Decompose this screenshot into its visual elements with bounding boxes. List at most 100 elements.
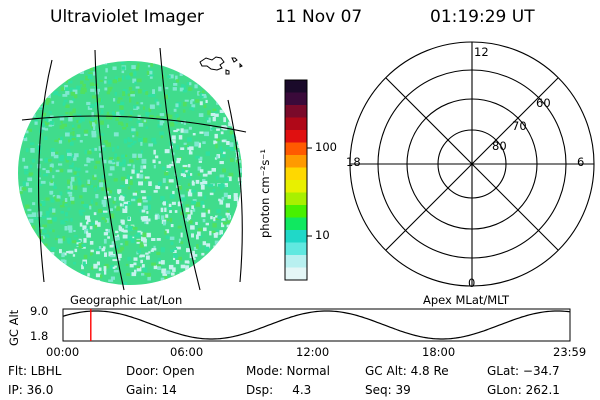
speckle-dot [71, 162, 74, 165]
speckle-dot [201, 95, 207, 99]
speckle-dot [186, 188, 191, 191]
speckle-dot [95, 202, 98, 206]
speckle-dot [170, 249, 175, 253]
speckle-dot [38, 82, 43, 87]
speckle-dot [188, 82, 192, 86]
speckle-dot [64, 203, 68, 206]
speckle-dot [104, 263, 109, 269]
speckle-dot [203, 227, 207, 232]
speckle-dot [24, 204, 30, 209]
speckle-dot [236, 281, 240, 284]
speckle-dot [142, 200, 148, 203]
speckle-dot [127, 138, 133, 142]
colorbar-frame [284, 79, 308, 281]
geo-lon-line-1 [38, 59, 53, 283]
speckle-dot [123, 234, 127, 238]
speckle-dot [38, 284, 43, 285]
speckle-dot [193, 70, 196, 73]
speckle-dot [87, 219, 91, 222]
speckle-dot [57, 61, 62, 66]
speckle-dot [50, 247, 56, 251]
speckle-dot [166, 164, 171, 169]
speckle-dot [106, 91, 111, 95]
speckle-dot [27, 177, 33, 182]
speckle-dot [229, 243, 233, 248]
speckle-dot [149, 104, 155, 109]
speckle-dot [42, 216, 46, 219]
speckle-dot [24, 102, 29, 108]
speckle-dot [104, 219, 108, 223]
speckle-dot [137, 63, 140, 68]
speckle-dot [108, 160, 113, 164]
speckle-dot [20, 98, 25, 103]
speckle-dot [103, 284, 108, 285]
speckle-dot [73, 261, 77, 265]
speckle-dot [122, 75, 124, 80]
speckle-dot [55, 67, 61, 73]
speckle-dot [175, 106, 180, 109]
speckle-dot [153, 165, 156, 169]
speckle-dot [197, 173, 200, 176]
colorbar-segment [285, 242, 307, 256]
speckle-dot [35, 257, 40, 262]
speckle-dot [207, 209, 211, 214]
speckle-dot [200, 182, 204, 185]
speckle-dot [215, 279, 219, 282]
speckle-dot [152, 89, 155, 94]
speckle-dot [28, 71, 33, 76]
speckle-dot [130, 176, 133, 179]
speckle-dot [102, 202, 107, 207]
speckle-dot [227, 219, 231, 224]
geo-image-speckle [18, 61, 242, 285]
speckle-dot [70, 87, 74, 92]
speckle-dot [188, 151, 193, 155]
speckle-dot [122, 91, 126, 97]
speckle-dot [156, 251, 161, 255]
speckle-dot [45, 210, 50, 214]
speckle-dot [102, 179, 107, 183]
speckle-dot [211, 168, 216, 172]
speckle-dot [51, 72, 55, 76]
speckle-dot [182, 69, 187, 72]
speckle-dot [191, 99, 195, 102]
speckle-dot [20, 241, 25, 246]
speckle-dot [35, 255, 40, 260]
speckle-dot [177, 117, 181, 122]
speckle-dot [101, 109, 104, 114]
speckle-dot [198, 245, 202, 248]
speckle-dot [98, 246, 102, 249]
speckle-dot [89, 158, 94, 161]
speckle-dot [27, 237, 33, 240]
speckle-dot [108, 157, 113, 160]
speckle-dot [62, 272, 66, 276]
speckle-dot [28, 113, 32, 119]
speckle-dot [142, 238, 147, 243]
speckle-dot [184, 99, 189, 102]
speckle-dot [127, 217, 131, 220]
speckle-dot [46, 118, 49, 123]
speckle-dot [187, 147, 191, 150]
speckle-dot [176, 160, 181, 164]
speckle-dot [120, 246, 125, 251]
speckle-dot [197, 91, 200, 96]
speckle-dot [109, 166, 115, 171]
speckle-dot [122, 281, 128, 285]
speckle-dot [59, 125, 65, 129]
speckle-dot [180, 194, 185, 200]
speckle-dot [216, 155, 219, 159]
speckle-dot [193, 246, 198, 250]
speckle-dot [37, 279, 40, 282]
speckle-dot [216, 176, 219, 180]
speckle-dot [234, 123, 238, 127]
speckle-dot [182, 174, 186, 178]
speckle-dot [226, 212, 230, 218]
speckle-dot [45, 170, 50, 174]
speckle-dot [169, 218, 173, 223]
speckle-dot [87, 179, 90, 184]
colorbar-segment [285, 267, 307, 281]
speckle-dot [179, 281, 184, 285]
speckle-dot [110, 276, 115, 280]
speckle-dot [212, 116, 216, 122]
speckle-dot [92, 95, 97, 99]
speckle-dot [235, 137, 239, 142]
